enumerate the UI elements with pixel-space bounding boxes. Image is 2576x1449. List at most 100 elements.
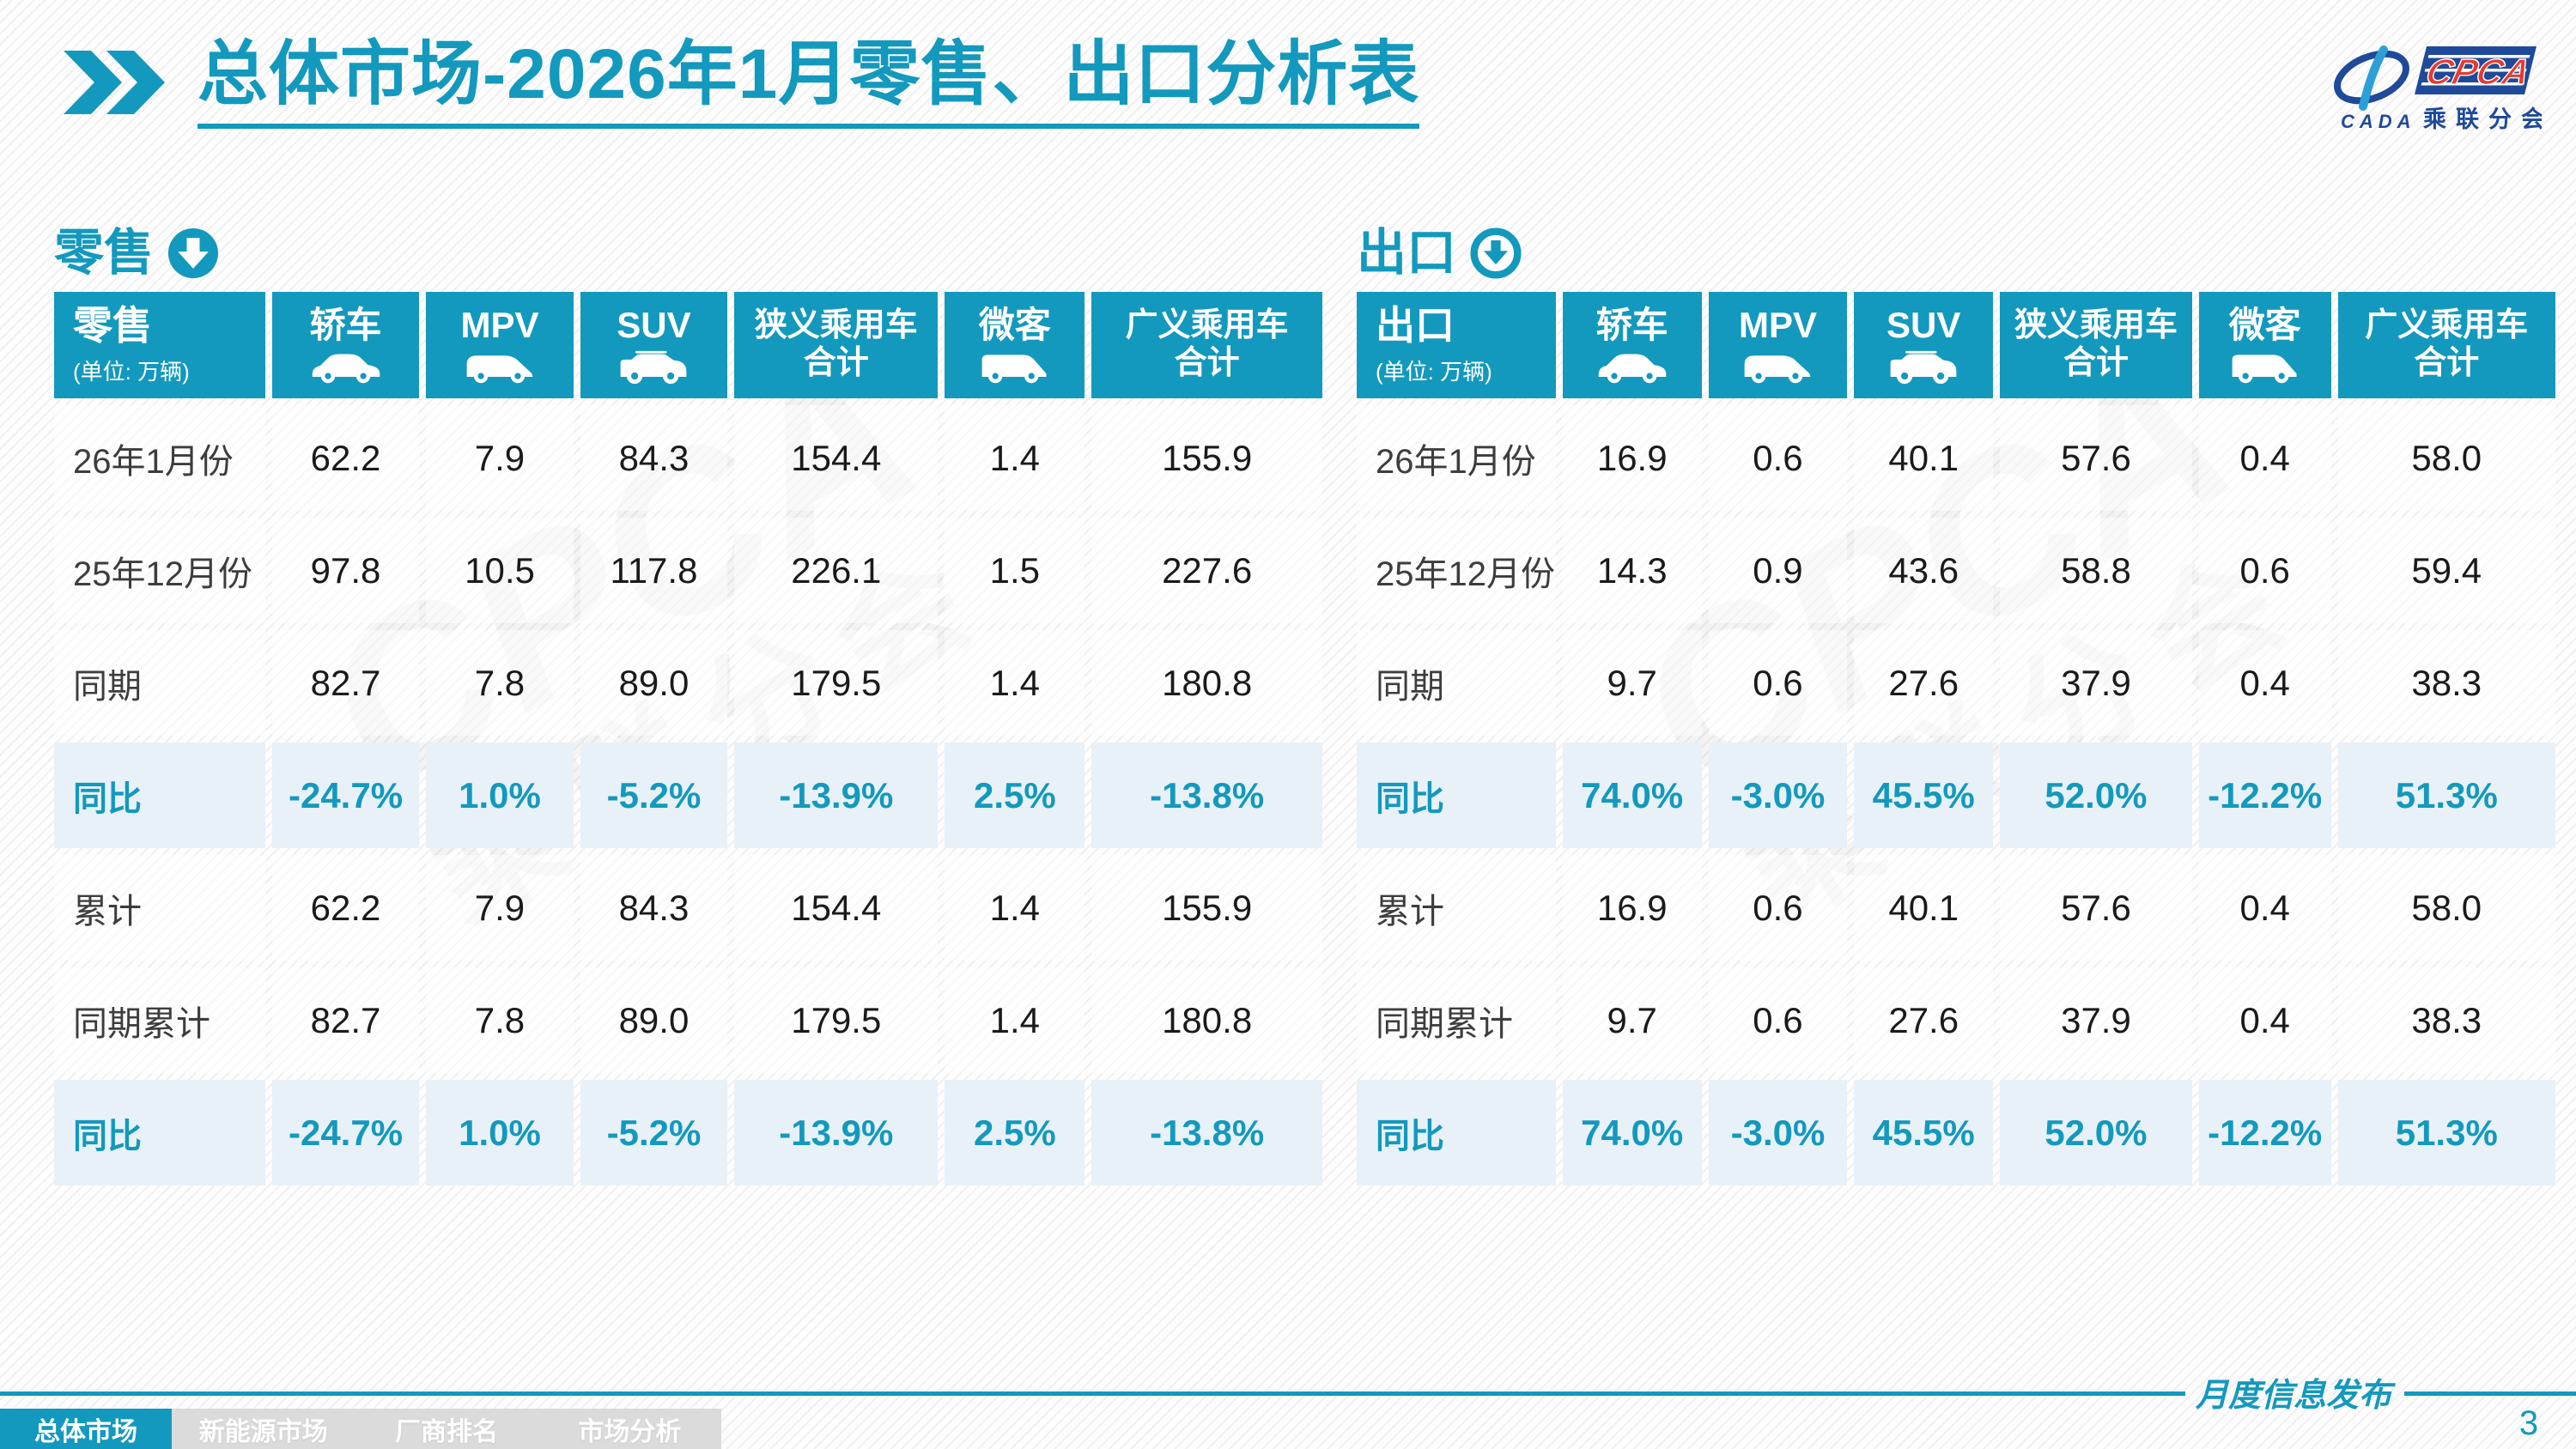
value-cell: 59.4 [2337,518,2555,623]
suv-car-icon [1854,349,1993,385]
row-label-cell: 同比 [54,743,265,848]
column-header-narrow-pv-total: 狭义乘用车合计 [2000,292,2192,398]
column-header-microvan: 微客 [2198,292,2331,398]
column-label: MPV [1738,304,1817,345]
value-cell: 57.6 [2000,405,2192,511]
value-cell: 154.4 [734,855,939,961]
bottom-nav-gray: 新能源市场 厂商排名 市场分析 [172,1409,721,1449]
value-cell: 38.3 [2337,967,2555,1073]
export-table: 出口 (单位: 万辆) 轿车 MPV SUV 狭义乘用车合计 微客 广义乘用车合计 26年1月份… [1350,285,2562,1192]
unit-note: (单位: 万辆) [73,358,190,385]
tab-nev-market[interactable]: 新能源市场 [198,1417,328,1446]
value-cell: -24.7% [271,1080,420,1185]
retail-section-label: 零售 [54,225,155,281]
slide-header: 总体市场-2026年1月零售、出口分析表 CADA CPCA 乘联分会 [62,35,2544,136]
suv-car-icon [580,349,727,385]
tab-market-analysis[interactable]: 市场分析 [578,1417,682,1446]
value-cell: 84.3 [580,855,728,961]
row-label-cell: 同期 [54,630,265,736]
value-cell: 180.8 [1091,630,1322,736]
value-cell: 45.5% [1854,743,1994,848]
value-cell: 1.0% [426,1080,574,1185]
value-cell: -13.8% [1091,1080,1322,1185]
value-cell: 37.9 [2000,630,2192,736]
double-chevron-icon [62,49,175,116]
column-label: 广义乘用车合计 [2365,307,2529,381]
value-cell: 58.0 [2337,855,2555,961]
value-cell: 0.6 [1708,630,1848,736]
retail-table: 零售 (单位: 万辆) 轿车 MPV SUV 狭义乘用车合计 微客 广义乘用车合计 26年1月份… [47,285,1329,1192]
export-section: 出口 出口 (单位: 万辆) 轿车 MPV SUV 狭义乘用车合计 微客 广义乘用车合计 26年… [1357,220,2555,1185]
value-cell: 179.5 [734,630,939,736]
export-section-label: 出口 [1357,225,1457,281]
value-cell: 0.4 [2198,405,2331,511]
value-cell: 1.4 [945,405,1085,511]
value-cell: 82.7 [271,967,420,1073]
value-cell: 155.9 [1091,855,1322,961]
row-label-cell: 同比 [1357,1080,1556,1185]
value-cell: 1.4 [945,630,1085,736]
cada-swoosh-icon: CADA [2334,45,2411,132]
bottom-nav: 总体市场 新能源市场 厂商排名 市场分析 [0,1409,721,1449]
value-cell: 57.6 [2000,855,2192,961]
value-cell: -13.9% [734,743,939,848]
value-cell: 62.2 [271,405,420,511]
cpca-logo: CADA CPCA 乘联分会 [2327,43,2544,136]
value-cell: 40.1 [1854,855,1994,961]
column-label: SUV [617,304,691,345]
value-cell: 84.3 [580,405,728,511]
value-cell: 58.0 [2337,405,2555,511]
column-label: 微客 [978,304,1051,345]
table-row: 同比 -24.7% 1.0% -5.2% -13.9% 2.5% -13.8% [54,743,1322,848]
value-cell: 45.5% [1854,1080,1994,1185]
value-cell: 1.4 [945,967,1085,1073]
column-header-suv: SUV [580,292,728,398]
row-label-cell: 同比 [1357,743,1556,848]
value-cell: -13.9% [734,1080,939,1185]
value-cell: 0.9 [1708,518,1848,623]
column-header-mpv: MPV [426,292,574,398]
export-section-head: 出口 [1357,220,2555,287]
value-cell: 9.7 [1562,967,1702,1073]
row-label-cell: 同期累计 [54,967,265,1073]
value-cell: 74.0% [1562,1080,1702,1185]
page-number: 3 [2518,1404,2539,1442]
value-cell: 0.6 [1708,855,1848,961]
value-cell: 1.5 [945,518,1085,623]
tab-oem-ranking[interactable]: 厂商排名 [394,1417,498,1446]
retail-section: 零售 零售 (单位: 万辆) 轿车 MPV SUV 狭义乘用车合计 微客 广义乘用车合计 26年… [54,220,1322,1185]
value-cell: 51.3% [2337,1080,2555,1185]
value-cell: 97.8 [271,518,420,623]
row-label-cell: 同期 [1357,630,1556,736]
value-cell: 62.2 [271,855,420,961]
column-label: 广义乘用车合计 [1125,307,1289,381]
cpca-badge: CPCA [2415,46,2537,94]
row-label-cell: 26年1月份 [1357,405,1556,511]
table-row: 26年1月份 62.2 7.9 84.3 154.4 1.4 155.9 [54,405,1322,511]
table-row: 累计 16.9 0.6 40.1 57.6 0.4 58.0 [1357,855,2555,961]
value-cell: 0.6 [2198,518,2331,623]
header-row: 出口 (单位: 万辆) 轿车 MPV SUV 狭义乘用车合计 微客 广义乘用车合计 [1357,292,2555,398]
value-cell: -3.0% [1708,743,1848,848]
value-cell: 51.3% [2337,743,2555,848]
footer-rule [0,1391,2185,1396]
table-row: 同期 82.7 7.8 89.0 179.5 1.4 180.8 [54,630,1322,736]
column-label: 轿车 [309,304,382,345]
value-cell: 7.8 [426,630,574,736]
value-cell: 52.0% [2000,743,2192,848]
down-arrow-circle-solid-icon [167,227,219,279]
column-header-mpv: MPV [1708,292,1848,398]
table-row: 同期累计 82.7 7.8 89.0 179.5 1.4 180.8 [54,967,1322,1073]
value-cell: 89.0 [580,630,728,736]
value-cell: 7.9 [426,855,574,961]
retail-table-title: 零售 [73,303,152,349]
tab-overall-market[interactable]: 总体市场 [0,1409,172,1449]
retail-header-cell: 零售 (单位: 万辆) [54,292,265,398]
column-header-narrow-pv-total: 狭义乘用车合计 [734,292,939,398]
retail-section-head: 零售 [54,220,1322,287]
row-label-cell: 26年1月份 [54,405,265,511]
column-header-broad-pv-total: 广义乘用车合计 [1091,292,1322,398]
table-row: 同比 74.0% -3.0% 45.5% 52.0% -12.2% 51.3% [1357,1080,2555,1185]
down-arrow-circle-outline-icon [1470,227,1522,279]
